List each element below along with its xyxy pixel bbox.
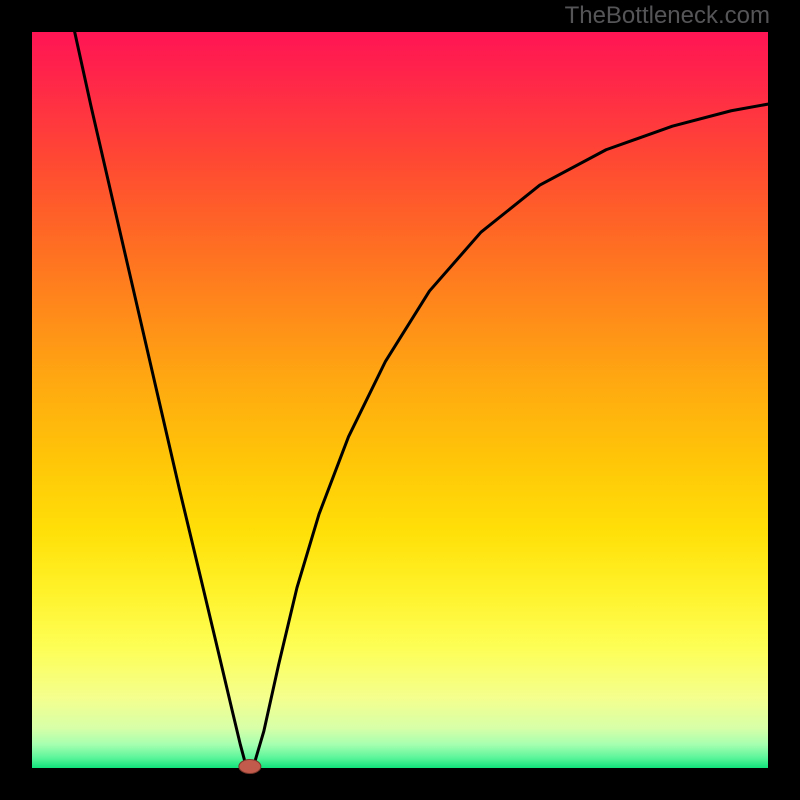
watermark-text: TheBottleneck.com [565, 2, 770, 30]
chart-stage: TheBottleneck.com [0, 0, 800, 800]
plot-background [32, 32, 768, 768]
bottleneck-chart [0, 0, 800, 800]
optimum-marker [239, 760, 261, 774]
